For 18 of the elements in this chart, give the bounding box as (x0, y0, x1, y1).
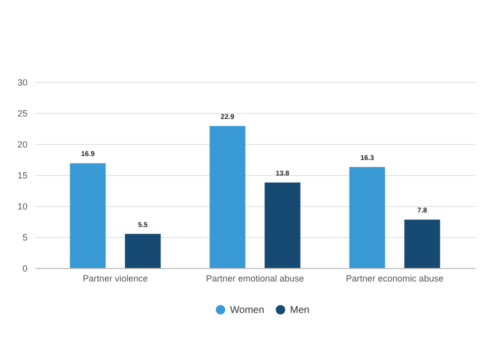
bar (404, 220, 440, 268)
bar (124, 234, 161, 268)
y-tick-label: 15 (17, 170, 28, 180)
x-tick-label: Partner emotional abuse (206, 274, 304, 284)
y-tick-label: 0 (22, 264, 28, 274)
bar (264, 182, 300, 268)
y-tick-label: 25 (17, 108, 28, 118)
legend-label: Men (290, 304, 310, 316)
y-tick-label: 5 (22, 232, 28, 242)
x-tick-label: Partner economic abuse (346, 274, 444, 284)
y-tick-label: 30 (17, 78, 28, 88)
y-tick-label: 10 (17, 202, 28, 212)
legend-label: Women (230, 304, 264, 316)
bar (70, 163, 106, 268)
bar (210, 126, 246, 268)
y-tick-label: 20 (17, 140, 28, 150)
x-tick-label: Partner violence (82, 274, 148, 284)
bar (349, 166, 386, 268)
